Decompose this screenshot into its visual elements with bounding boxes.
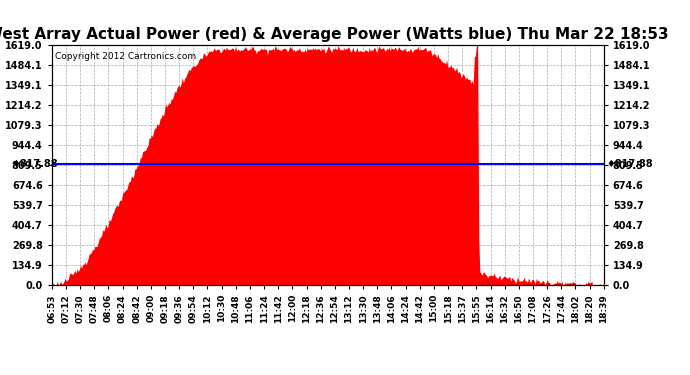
- Text: Copyright 2012 Cartronics.com: Copyright 2012 Cartronics.com: [55, 52, 196, 61]
- Text: ♦817.88: ♦817.88: [12, 159, 58, 169]
- Title: West Array Actual Power (red) & Average Power (Watts blue) Thu Mar 22 18:53: West Array Actual Power (red) & Average …: [0, 27, 669, 42]
- Text: ♦817.88: ♦817.88: [607, 159, 653, 169]
